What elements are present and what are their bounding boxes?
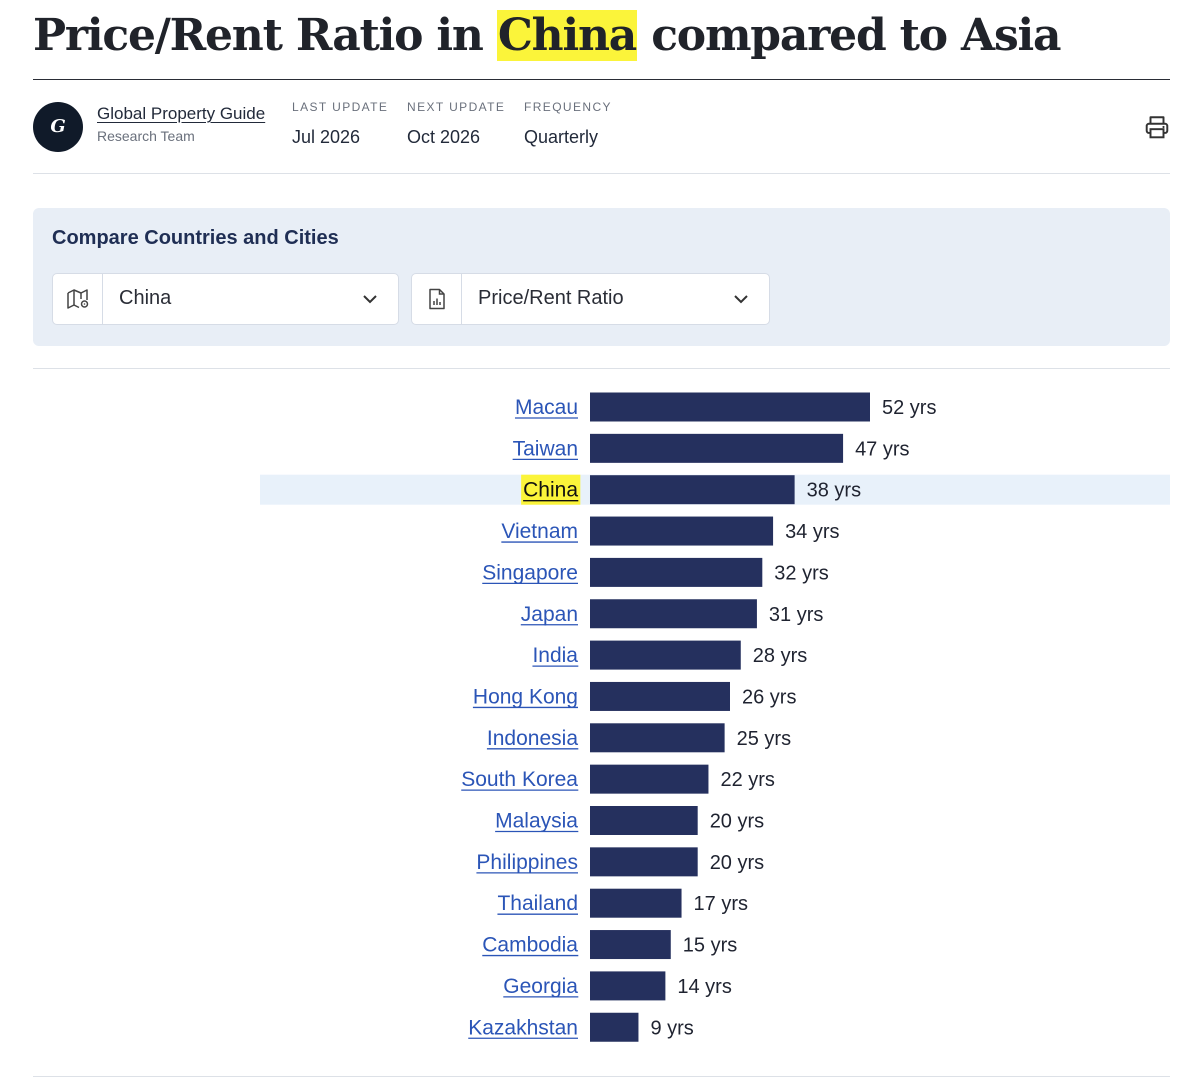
bar-label-malaysia[interactable]: Malaysia xyxy=(495,810,578,833)
bar-value-malaysia: 20 yrs xyxy=(710,811,764,833)
next-update-value: Oct 2026 xyxy=(407,127,481,147)
label-highlight-china xyxy=(521,474,581,505)
frequency-label: FREQUENCY xyxy=(524,100,612,114)
frequency: FREQUENCY Quarterly xyxy=(524,100,612,148)
metric-select[interactable]: Price/Rent Ratio xyxy=(411,273,770,325)
bar-value-thailand: 17 yrs xyxy=(694,893,748,915)
compare-panel: Compare Countries and Cities China Price… xyxy=(33,208,1170,346)
bar-philippines xyxy=(590,847,698,877)
bar-value-south-korea: 22 yrs xyxy=(720,769,774,791)
last-update-label: LAST UPDATE xyxy=(292,100,389,114)
bar-japan xyxy=(590,599,757,629)
bar-label-indonesia[interactable]: Indonesia xyxy=(487,727,578,750)
bar-value-china: 38 yrs xyxy=(807,480,861,502)
bar-label-macau[interactable]: Macau xyxy=(515,396,578,419)
bar-thailand xyxy=(590,888,682,918)
bar-singapore xyxy=(590,557,763,587)
bar-value-kazakhstan: 9 yrs xyxy=(650,1017,693,1039)
next-update: NEXT UPDATE Oct 2026 xyxy=(407,100,505,148)
bar-value-hong-kong: 26 yrs xyxy=(742,686,796,708)
chevron-down-icon xyxy=(734,295,748,304)
bar-value-indonesia: 25 yrs xyxy=(737,728,791,750)
bar-kazakhstan xyxy=(590,1012,639,1042)
bar-georgia xyxy=(590,971,666,1001)
title-prefix: Price/Rent Ratio in xyxy=(33,10,497,61)
bar-chart: Macau 52 yrs Taiwan 47 yrs China 38 yrs Vietna… xyxy=(260,392,1170,1042)
chart-bottom-divider xyxy=(33,1076,1170,1077)
next-update-label: NEXT UPDATE xyxy=(407,100,506,114)
bar-value-vietnam: 34 yrs xyxy=(785,521,839,543)
bar-macau xyxy=(590,392,870,422)
bar-cambodia xyxy=(590,930,671,960)
bar-vietnam xyxy=(590,516,774,546)
title-highlight: China xyxy=(496,10,637,61)
bar-label-thailand[interactable]: Thailand xyxy=(497,892,578,915)
bar-label-china[interactable]: China xyxy=(523,479,578,502)
bar-label-japan[interactable]: Japan xyxy=(521,603,578,626)
author-team: Research Team xyxy=(97,128,195,144)
bar-label-singapore[interactable]: Singapore xyxy=(482,561,578,584)
frequency-value: Quarterly xyxy=(524,127,599,147)
bar-value-india: 28 yrs xyxy=(753,645,807,667)
bar-malaysia xyxy=(590,806,698,835)
meta-divider xyxy=(33,173,1170,174)
bar-taiwan xyxy=(590,433,844,463)
bar-label-cambodia[interactable]: Cambodia xyxy=(482,934,578,957)
bar-value-japan: 31 yrs xyxy=(769,604,823,626)
bar-value-cambodia: 15 yrs xyxy=(683,935,737,957)
bar-india xyxy=(590,640,741,670)
bar-label-kazakhstan[interactable]: Kazakhstan xyxy=(468,1016,578,1039)
map-pin-icon xyxy=(53,274,103,324)
bar-indonesia xyxy=(590,723,725,753)
bar-value-georgia: 14 yrs xyxy=(677,976,731,998)
bar-south-korea xyxy=(590,764,709,794)
title-suffix: compared to Asia xyxy=(637,10,1061,61)
last-update: LAST UPDATE Jul 2026 xyxy=(292,100,388,148)
compare-title: Compare Countries and Cities xyxy=(52,227,339,249)
bar-value-taiwan: 47 yrs xyxy=(855,438,909,460)
avatar: G xyxy=(33,102,83,152)
bar-value-singapore: 32 yrs xyxy=(774,562,828,584)
bar-label-south-korea[interactable]: South Korea xyxy=(461,768,578,791)
bar-label-georgia[interactable]: Georgia xyxy=(503,975,578,998)
bar-label-hong-kong[interactable]: Hong Kong xyxy=(473,685,578,708)
page-title: Price/Rent Ratio in China compared to As… xyxy=(33,10,1170,61)
chevron-down-icon xyxy=(363,295,377,304)
metric-select-value: Price/Rent Ratio xyxy=(478,287,624,309)
meta-bar: G Global Property Guide Research Team LA… xyxy=(33,100,1170,156)
bar-value-macau: 52 yrs xyxy=(882,397,936,419)
bar-label-taiwan[interactable]: Taiwan xyxy=(513,437,578,460)
bar-china xyxy=(590,475,795,505)
printer-icon[interactable] xyxy=(1144,114,1170,140)
bar-hong-kong xyxy=(590,681,730,711)
bar-label-india[interactable]: India xyxy=(532,644,578,667)
chart-top-divider xyxy=(33,368,1170,369)
country-select-value: China xyxy=(119,287,172,309)
author-block: Global Property Guide Research Team xyxy=(97,104,265,144)
bar-value-philippines: 20 yrs xyxy=(710,852,764,874)
bar-label-philippines[interactable]: Philippines xyxy=(476,851,578,874)
author-link[interactable]: Global Property Guide xyxy=(97,104,266,123)
country-select[interactable]: China xyxy=(52,273,399,325)
chart-document-icon xyxy=(412,274,462,324)
title-divider xyxy=(33,79,1170,80)
last-update-value: Jul 2026 xyxy=(292,127,361,147)
bar-label-vietnam[interactable]: Vietnam xyxy=(501,520,578,543)
